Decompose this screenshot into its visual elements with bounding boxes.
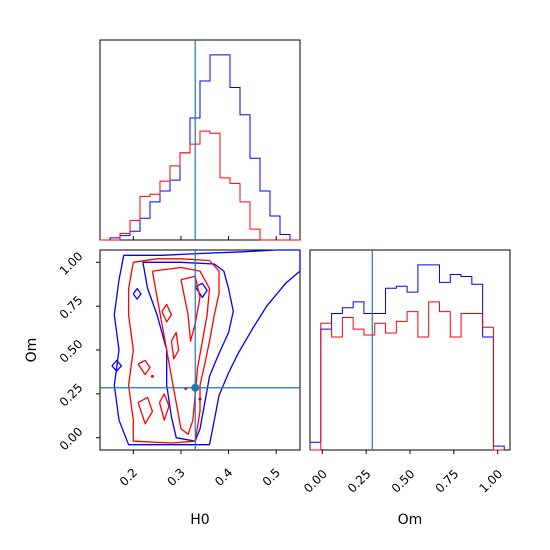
- contour-series-b-2: [151, 266, 211, 435]
- om-y-tick-label: 0.75: [57, 293, 86, 322]
- om-x-tick-label: 0.75: [433, 467, 462, 496]
- x-axis-label-om: Om: [398, 512, 423, 528]
- om-x-tick-label: 0.00: [301, 467, 330, 496]
- truth-point: [191, 383, 200, 392]
- om-hist-series-1: [309, 264, 505, 450]
- contour-series-a-2: [142, 261, 234, 442]
- h0-hist-ticks: [132, 236, 277, 240]
- om-x-axis-ticks: 0.00 0.25 0.50 0.75 1.00: [301, 450, 505, 496]
- om-y-tick-label: 0.00: [57, 424, 86, 453]
- contour-series-b-3: [180, 275, 201, 342]
- om-x-tick-label: 0.50: [389, 467, 418, 496]
- contour-dot-series-b-1: [150, 374, 154, 378]
- om-y-tick-label: 0.50: [57, 337, 86, 366]
- h0-tick-label: 0.3: [164, 465, 187, 488]
- panel-2d-contour: [99, 249, 301, 451]
- contour-series-b-5: [137, 396, 154, 425]
- contour-series-b-1: [127, 258, 220, 444]
- contour-series-a-3: [111, 359, 123, 372]
- panel-h0-histogram: [99, 39, 301, 241]
- h0-tick-label: 0.4: [212, 465, 235, 488]
- contour-series: [111, 249, 301, 446]
- contour-series-b-6: [158, 393, 170, 421]
- h0-hist-series-2: [100, 130, 300, 241]
- h0-hist-series-1: [100, 54, 300, 241]
- contour-series-b-8: [161, 303, 173, 323]
- om-y-tick-label: 0.25: [57, 381, 86, 410]
- panel-om-frame: [309, 249, 511, 451]
- panel-om-histogram: [309, 249, 511, 451]
- om-y-axis-ticks: 0.00 0.25 0.50 0.75 1.00: [57, 249, 100, 453]
- h0-tick-label: 0.5: [260, 465, 283, 488]
- y-axis-label-om: Om: [24, 338, 40, 363]
- contour-series-b-7: [170, 331, 180, 360]
- contour-series-a-1: [113, 249, 301, 446]
- om-x-tick-label: 1.00: [476, 467, 505, 496]
- h0-histogram-series: [100, 54, 300, 241]
- contour-series-b-4: [137, 359, 151, 376]
- contour-series-a-4: [132, 287, 142, 300]
- panel-h0-frame: [99, 39, 301, 241]
- x-axis-label-h0: H0: [190, 512, 209, 528]
- om-histogram-series: [309, 264, 505, 451]
- contour-series-a-5: [194, 282, 208, 299]
- om-y-tick-label: 1.00: [57, 249, 86, 278]
- h0-axis-ticks: 0.2 0.3 0.4 0.5: [117, 450, 283, 489]
- h0-tick-label: 0.2: [117, 465, 140, 488]
- om-hist-series-2: [310, 301, 505, 451]
- om-x-tick-label: 0.25: [345, 467, 374, 496]
